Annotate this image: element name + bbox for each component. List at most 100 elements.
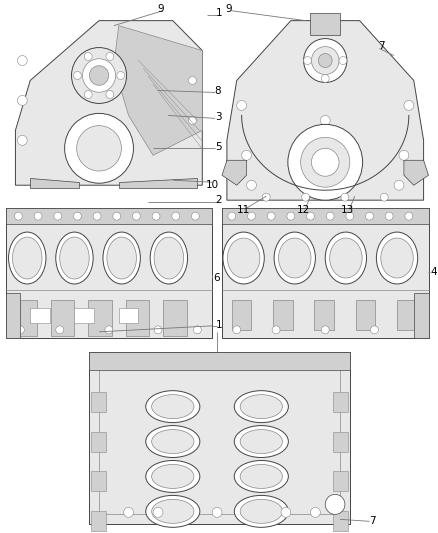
Bar [91, 392, 106, 411]
Circle shape [267, 212, 275, 220]
Circle shape [172, 212, 180, 220]
Circle shape [399, 150, 409, 160]
Circle shape [281, 507, 291, 518]
Text: 8: 8 [215, 86, 221, 96]
Polygon shape [15, 21, 202, 185]
Circle shape [341, 193, 349, 201]
Circle shape [339, 56, 347, 64]
Bar [89, 352, 350, 370]
Ellipse shape [152, 394, 194, 418]
Circle shape [247, 180, 256, 190]
Circle shape [288, 124, 363, 200]
Ellipse shape [234, 461, 288, 492]
Bar [88, 300, 112, 336]
Circle shape [311, 507, 320, 518]
Circle shape [71, 47, 127, 103]
Ellipse shape [227, 238, 260, 278]
Circle shape [304, 38, 347, 83]
Bar [397, 300, 417, 330]
Ellipse shape [56, 232, 93, 284]
Polygon shape [404, 160, 428, 185]
Circle shape [405, 212, 413, 220]
Polygon shape [227, 21, 424, 200]
Circle shape [311, 46, 339, 75]
Bar [91, 472, 106, 491]
Text: 7: 7 [378, 41, 385, 51]
Circle shape [191, 212, 199, 220]
Ellipse shape [376, 232, 418, 284]
Bar [119, 308, 138, 323]
Circle shape [415, 326, 423, 334]
Circle shape [371, 326, 378, 334]
Ellipse shape [274, 232, 315, 284]
Bar [333, 392, 348, 411]
Ellipse shape [240, 499, 283, 523]
Text: 7: 7 [369, 516, 376, 526]
Circle shape [237, 100, 247, 110]
Ellipse shape [60, 237, 89, 279]
Text: 13: 13 [341, 205, 354, 215]
Circle shape [366, 212, 374, 220]
Bar [91, 432, 106, 451]
Circle shape [307, 212, 314, 220]
Polygon shape [222, 160, 247, 185]
Circle shape [18, 135, 27, 146]
Circle shape [311, 148, 339, 176]
Ellipse shape [240, 430, 283, 454]
Bar [232, 300, 251, 330]
Bar [314, 300, 334, 330]
Bar [99, 362, 340, 514]
Ellipse shape [152, 464, 194, 488]
Circle shape [194, 326, 201, 334]
Text: 9: 9 [158, 4, 164, 14]
Circle shape [65, 114, 134, 183]
Circle shape [93, 212, 101, 220]
Bar [333, 432, 348, 451]
Bar [89, 352, 350, 524]
Bar [273, 300, 293, 330]
Ellipse shape [152, 430, 194, 454]
Bar [74, 308, 94, 323]
Circle shape [233, 326, 240, 334]
Bar [6, 293, 20, 338]
Text: 1: 1 [215, 7, 223, 18]
Circle shape [154, 326, 162, 334]
Circle shape [272, 326, 280, 334]
Ellipse shape [234, 425, 288, 457]
Ellipse shape [146, 461, 200, 492]
Circle shape [380, 193, 388, 201]
Text: 4: 4 [431, 267, 437, 277]
Circle shape [54, 212, 62, 220]
Ellipse shape [9, 232, 46, 284]
Circle shape [188, 116, 196, 124]
Ellipse shape [146, 495, 200, 527]
Circle shape [82, 59, 116, 92]
Circle shape [212, 507, 222, 518]
Bar [356, 300, 375, 330]
Circle shape [287, 212, 295, 220]
Polygon shape [30, 178, 79, 188]
Circle shape [106, 53, 114, 60]
Circle shape [18, 55, 27, 66]
Circle shape [153, 507, 163, 518]
Bar [30, 308, 50, 323]
Circle shape [304, 56, 311, 64]
Polygon shape [119, 178, 198, 188]
Circle shape [262, 193, 270, 201]
Circle shape [77, 126, 121, 171]
Text: 9: 9 [226, 4, 232, 14]
Bar [333, 511, 348, 531]
Circle shape [124, 507, 134, 518]
Bar [91, 511, 106, 531]
Polygon shape [114, 26, 202, 155]
Bar [126, 300, 149, 336]
Circle shape [132, 212, 140, 220]
Circle shape [84, 91, 92, 99]
Circle shape [34, 212, 42, 220]
Text: 5: 5 [215, 142, 221, 152]
Circle shape [325, 495, 345, 514]
Circle shape [89, 66, 109, 85]
Text: 6: 6 [214, 273, 220, 283]
Bar [6, 208, 212, 224]
Circle shape [321, 326, 329, 334]
